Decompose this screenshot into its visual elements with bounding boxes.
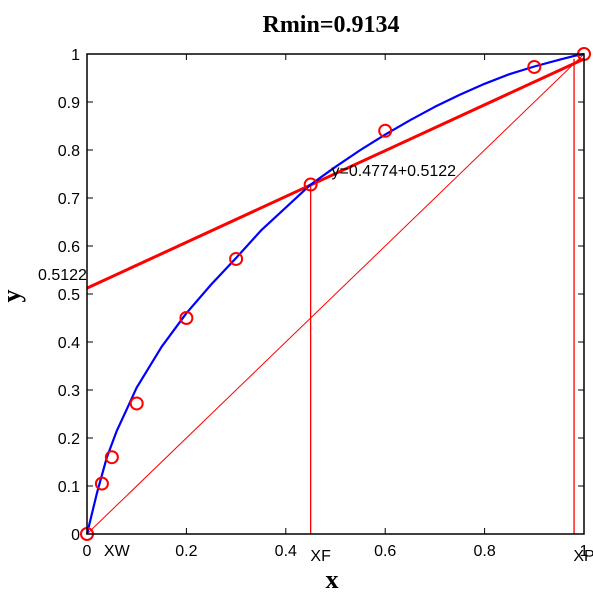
intercept-label: 0.5122 xyxy=(38,267,87,284)
data-point-marker xyxy=(303,177,318,192)
y-tick-label: 0 xyxy=(71,527,80,544)
y-tick-label: 0.4 xyxy=(58,335,80,352)
y-tick-label: 0.6 xyxy=(58,239,80,256)
x-tick-label: 0.8 xyxy=(473,543,495,560)
tick-labels: 0 0.2 0.4 0.6 0.8 1 0 0.1 0.2 0.3 0.4 0.5 0.6 0.7 0.8 0… xyxy=(38,47,593,565)
y-tick-label: 0.9 xyxy=(58,95,80,112)
data-point-marker xyxy=(179,311,194,325)
x-axis-label: x xyxy=(326,565,339,594)
x-tick-label: 0.6 xyxy=(374,543,396,560)
y-tick-label: 0.7 xyxy=(58,191,80,208)
x-tick-label: 0.4 xyxy=(275,543,297,560)
x-marker-label-xp: XP xyxy=(573,548,593,565)
y-tick-label: 0.8 xyxy=(58,143,80,160)
y-tick-label: 0.2 xyxy=(58,431,80,448)
diagonal-line xyxy=(86,53,585,535)
x-tick-label: 0.2 xyxy=(175,543,197,560)
x-tick-label: 0 xyxy=(83,543,92,560)
data-point-marker xyxy=(94,476,109,491)
y-tick-label: 1 xyxy=(71,47,80,64)
data-point-marker xyxy=(527,59,542,74)
equilibrium-curve xyxy=(85,52,585,535)
y-tick-label: 0.1 xyxy=(58,479,80,496)
x-tick-label: 1 xyxy=(580,543,589,560)
x-marker-label-xf: XF xyxy=(310,548,331,565)
data-point-marker xyxy=(129,396,144,411)
data-point-marker xyxy=(229,251,244,266)
operating-line xyxy=(86,57,585,290)
y-axis-label: y xyxy=(0,290,26,303)
y-tick-label: 0.5 xyxy=(58,287,80,304)
operating-line-equation: y=0.4774+0.5122 xyxy=(332,163,457,180)
data-point-marker xyxy=(104,450,119,465)
x-annotation-xw: XW xyxy=(104,543,131,560)
data-point-marker xyxy=(378,123,393,138)
y-tick-label: 0.3 xyxy=(58,383,80,400)
tick-marks xyxy=(86,53,585,535)
plot-area xyxy=(80,47,591,541)
chart-title: Rmin=0.9134 xyxy=(262,12,399,38)
